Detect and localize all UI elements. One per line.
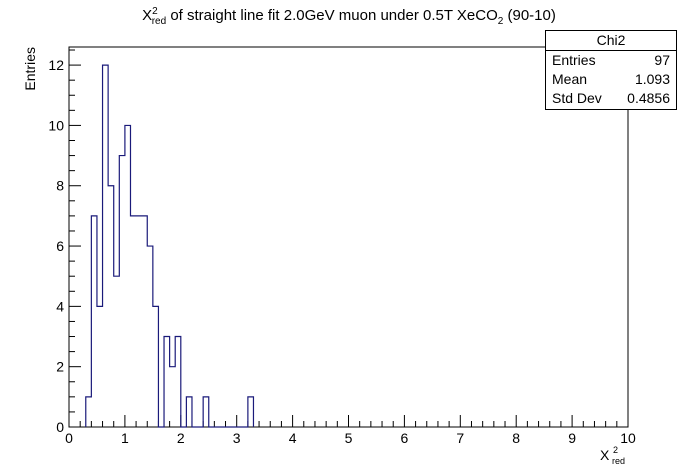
x-tick-label: 3 — [233, 430, 241, 446]
y-tick-label: 12 — [48, 57, 64, 73]
y-tick-label: 6 — [56, 238, 64, 254]
histogram-bin — [97, 306, 103, 427]
histogram-bin — [119, 156, 125, 427]
histogram-bin — [108, 186, 114, 427]
y-tick-label: 10 — [48, 117, 64, 133]
title-sub: red — [151, 16, 167, 27]
x-tick-label: 8 — [512, 430, 520, 446]
x-axis-label-sub: red — [612, 456, 625, 466]
stats-value: 97 — [654, 52, 670, 68]
histogram-bin — [142, 216, 148, 427]
x-tick-label: 2 — [177, 430, 185, 446]
histogram-bin — [136, 216, 142, 427]
x-tick-label: 5 — [345, 430, 353, 446]
stats-row-stddev: Std Dev 0.4856 — [546, 89, 676, 108]
y-tick-label: 0 — [56, 419, 64, 435]
histogram-bin — [170, 367, 176, 427]
y-axis-label: Entries — [22, 47, 38, 91]
histogram-bin — [175, 337, 181, 427]
y-tick-label: 8 — [56, 178, 64, 194]
histogram-bin — [203, 397, 209, 427]
title-sub2: 2 — [497, 16, 504, 27]
y-tick-label: 4 — [56, 298, 64, 314]
histogram-bin — [147, 246, 153, 427]
title-suffix: (90-10) — [503, 7, 556, 24]
stats-value: 1.093 — [634, 71, 670, 87]
title-prefix: X — [142, 7, 153, 24]
histogram-bin — [164, 337, 170, 427]
histogram-bin — [114, 276, 120, 427]
histogram-bin — [86, 397, 92, 427]
histogram-bin — [248, 397, 254, 427]
histogram-bin — [186, 397, 192, 427]
stats-value: 0.4856 — [627, 90, 670, 106]
histogram-outline — [85, 64, 255, 428]
chart-title: X2red of straight line fit 2.0GeV muon u… — [0, 6, 698, 27]
y-tick-label: 2 — [56, 359, 64, 375]
x-tick-label: 0 — [65, 430, 73, 446]
histogram-bin — [153, 306, 159, 427]
x-tick-label: 6 — [401, 430, 409, 446]
stats-key: Entries — [552, 52, 596, 68]
x-axis-label-sup: 2 — [613, 445, 618, 455]
x-tick-label: 10 — [620, 430, 636, 446]
stats-row-mean: Mean 1.093 — [546, 70, 676, 89]
histogram-bin — [130, 216, 136, 427]
title-sup: 2 — [152, 6, 158, 17]
x-tick-label: 9 — [568, 430, 576, 446]
stats-box: Chi2 Entries 97 Mean 1.093 Std Dev 0.485… — [545, 30, 677, 110]
histogram-bin — [125, 125, 131, 427]
x-axis-label: X — [600, 447, 610, 463]
stats-key: Std Dev — [552, 90, 602, 106]
x-tick-label: 1 — [121, 430, 129, 446]
stats-row-entries: Entries 97 — [546, 51, 676, 70]
histogram-bin — [91, 216, 97, 427]
stats-key: Mean — [552, 71, 588, 87]
stats-name: Chi2 — [546, 31, 676, 51]
histogram-bin — [103, 65, 109, 427]
x-tick-label: 4 — [289, 430, 297, 446]
x-tick-label: 7 — [456, 430, 464, 446]
title-mid: of straight line fit 2.0GeV muon under 0… — [166, 7, 498, 24]
histogram-series — [85, 64, 255, 428]
